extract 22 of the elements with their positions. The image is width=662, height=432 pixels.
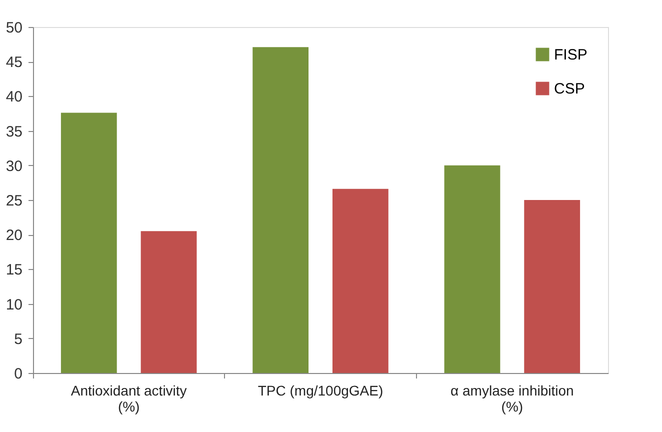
legend-label: CSP — [554, 80, 585, 98]
y-tick-label: 40 — [6, 88, 22, 106]
bar — [252, 47, 309, 373]
y-tick-label: 35 — [6, 123, 22, 140]
y-tick-label: 15 — [6, 262, 22, 279]
y-tick-label: 10 — [6, 296, 22, 314]
y-tick-label: 25 — [6, 192, 22, 210]
bar — [524, 200, 580, 373]
y-tick-label: 50 — [6, 20, 22, 36]
bar — [444, 165, 500, 373]
y-tick-label: 0 — [14, 366, 22, 382]
y-tick-label: 20 — [6, 227, 22, 244]
x-tick-label: Antioxidant activity (%) — [70, 382, 187, 414]
bar — [140, 231, 197, 373]
y-tick-label: 30 — [6, 158, 22, 175]
bar — [60, 112, 117, 373]
legend-label: FISP — [554, 46, 588, 64]
x-tick-label: α amylase inhibition (%) — [450, 382, 574, 414]
bar — [332, 188, 388, 373]
y-tick-label: 45 — [6, 54, 22, 72]
x-tick-label: TPC (mg/100gGAE) — [258, 382, 384, 398]
y-tick-label: 5 — [14, 330, 22, 348]
